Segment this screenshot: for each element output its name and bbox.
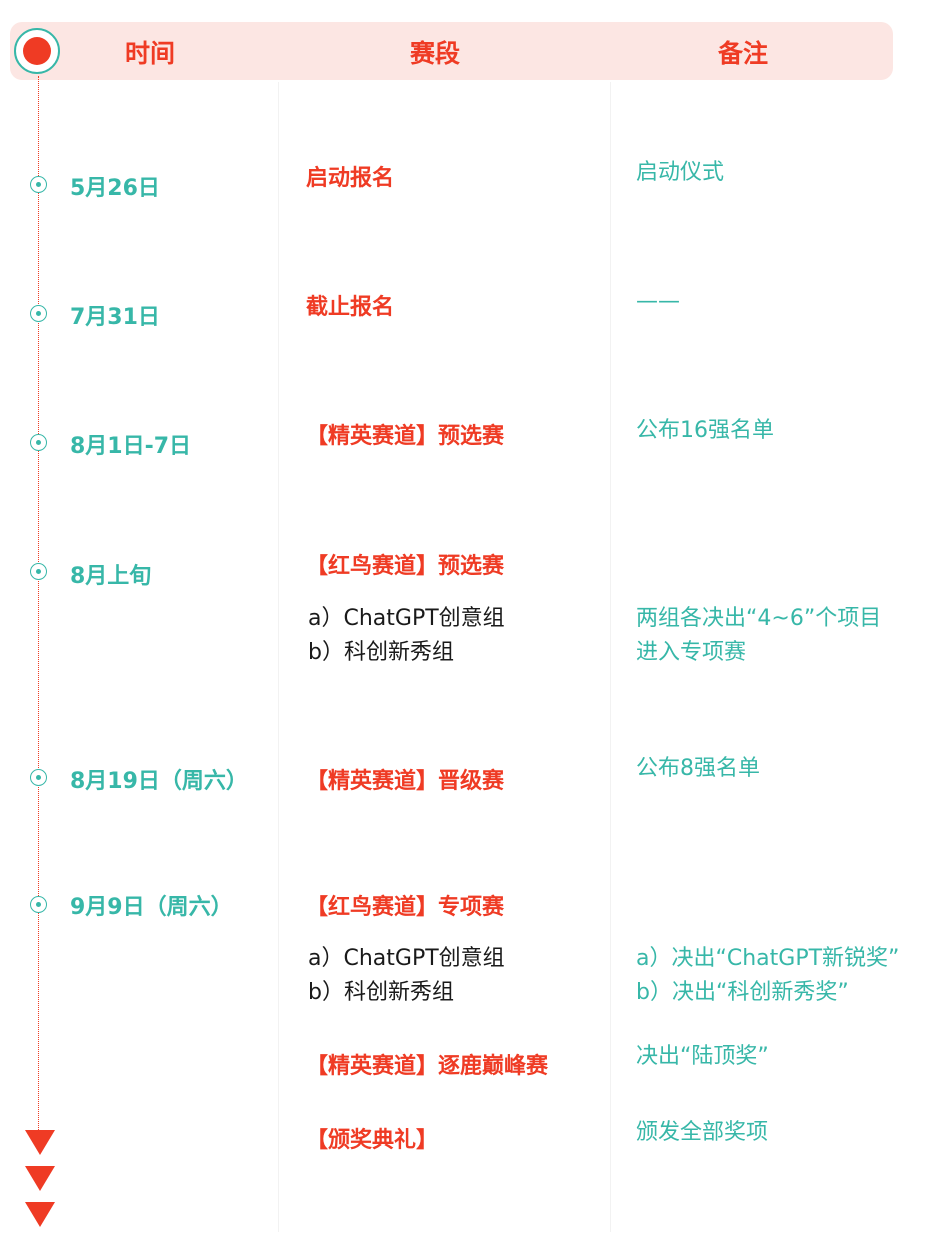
row-sub-item: b）科创新秀组 bbox=[308, 640, 454, 665]
row-note: 颁发全部奖项 bbox=[636, 1120, 769, 1145]
arrow-down-icon bbox=[25, 1166, 55, 1191]
row-note-line: b）决出“科创新秀奖” bbox=[636, 980, 849, 1005]
arrow-down-icon bbox=[25, 1130, 55, 1155]
header-stage: 赛段 bbox=[409, 39, 460, 68]
arrow-down-icon bbox=[25, 1202, 55, 1227]
row-sub-list: a）ChatGPT创意组 b）科创新秀组 bbox=[308, 602, 505, 670]
header-note: 备注 bbox=[717, 39, 768, 68]
column-divider bbox=[278, 82, 279, 1232]
row-stage: 截止报名 bbox=[306, 295, 395, 320]
timeline-node-icon bbox=[30, 563, 47, 580]
timeline-node-icon bbox=[30, 769, 47, 786]
column-divider bbox=[610, 82, 611, 1232]
timeline-node-icon bbox=[30, 896, 47, 913]
row-note-line: a）决出“ChatGPT新锐奖” bbox=[636, 946, 900, 971]
row-note: a）决出“ChatGPT新锐奖” b）决出“科创新秀奖” bbox=[636, 942, 899, 1010]
row-stage: 启动报名 bbox=[306, 166, 395, 191]
row-sub-item: a）ChatGPT创意组 bbox=[308, 606, 505, 631]
row-sub-item: b）科创新秀组 bbox=[308, 980, 454, 1005]
row-stage: 【红鸟赛道】预选赛 bbox=[306, 554, 505, 579]
row-stage: 【颁奖典礼】 bbox=[306, 1128, 439, 1153]
timeline-node-icon bbox=[30, 305, 47, 322]
row-note: 两组各决出“4~6”个项目 进入专项赛 bbox=[636, 602, 881, 670]
row-date: 9月9日（周六） bbox=[70, 895, 233, 920]
row-stage: 【精英赛道】预选赛 bbox=[306, 424, 505, 449]
timeline-start-icon bbox=[14, 28, 60, 74]
row-date: 8月上旬 bbox=[70, 564, 152, 589]
row-sub-list: a）ChatGPT创意组 b）科创新秀组 bbox=[308, 942, 505, 1010]
row-note: —— bbox=[636, 289, 680, 314]
table-header bbox=[10, 22, 893, 80]
row-note: 公布8强名单 bbox=[636, 756, 760, 781]
timeline-node-icon bbox=[30, 434, 47, 451]
row-stage: 【红鸟赛道】专项赛 bbox=[306, 895, 505, 920]
row-sub-item: a）ChatGPT创意组 bbox=[308, 946, 505, 971]
row-note: 公布16强名单 bbox=[636, 418, 774, 443]
row-stage: 【精英赛道】晋级赛 bbox=[306, 769, 505, 794]
row-date: 8月1日-7日 bbox=[70, 434, 192, 459]
row-stage: 【精英赛道】逐鹿巅峰赛 bbox=[306, 1054, 549, 1079]
timeline-node-icon bbox=[30, 176, 47, 193]
row-date: 7月31日 bbox=[70, 305, 160, 330]
row-date: 5月26日 bbox=[70, 176, 160, 201]
header-time: 时间 bbox=[124, 39, 175, 68]
timeline-line bbox=[38, 76, 39, 1140]
row-date: 8月19日（周六） bbox=[70, 769, 248, 794]
row-note-line: 两组各决出“4~6”个项目 bbox=[636, 606, 882, 631]
row-note: 决出“陆顶奖” bbox=[636, 1044, 769, 1069]
row-note: 启动仪式 bbox=[636, 160, 725, 185]
row-note-line: 进入专项赛 bbox=[636, 640, 747, 665]
